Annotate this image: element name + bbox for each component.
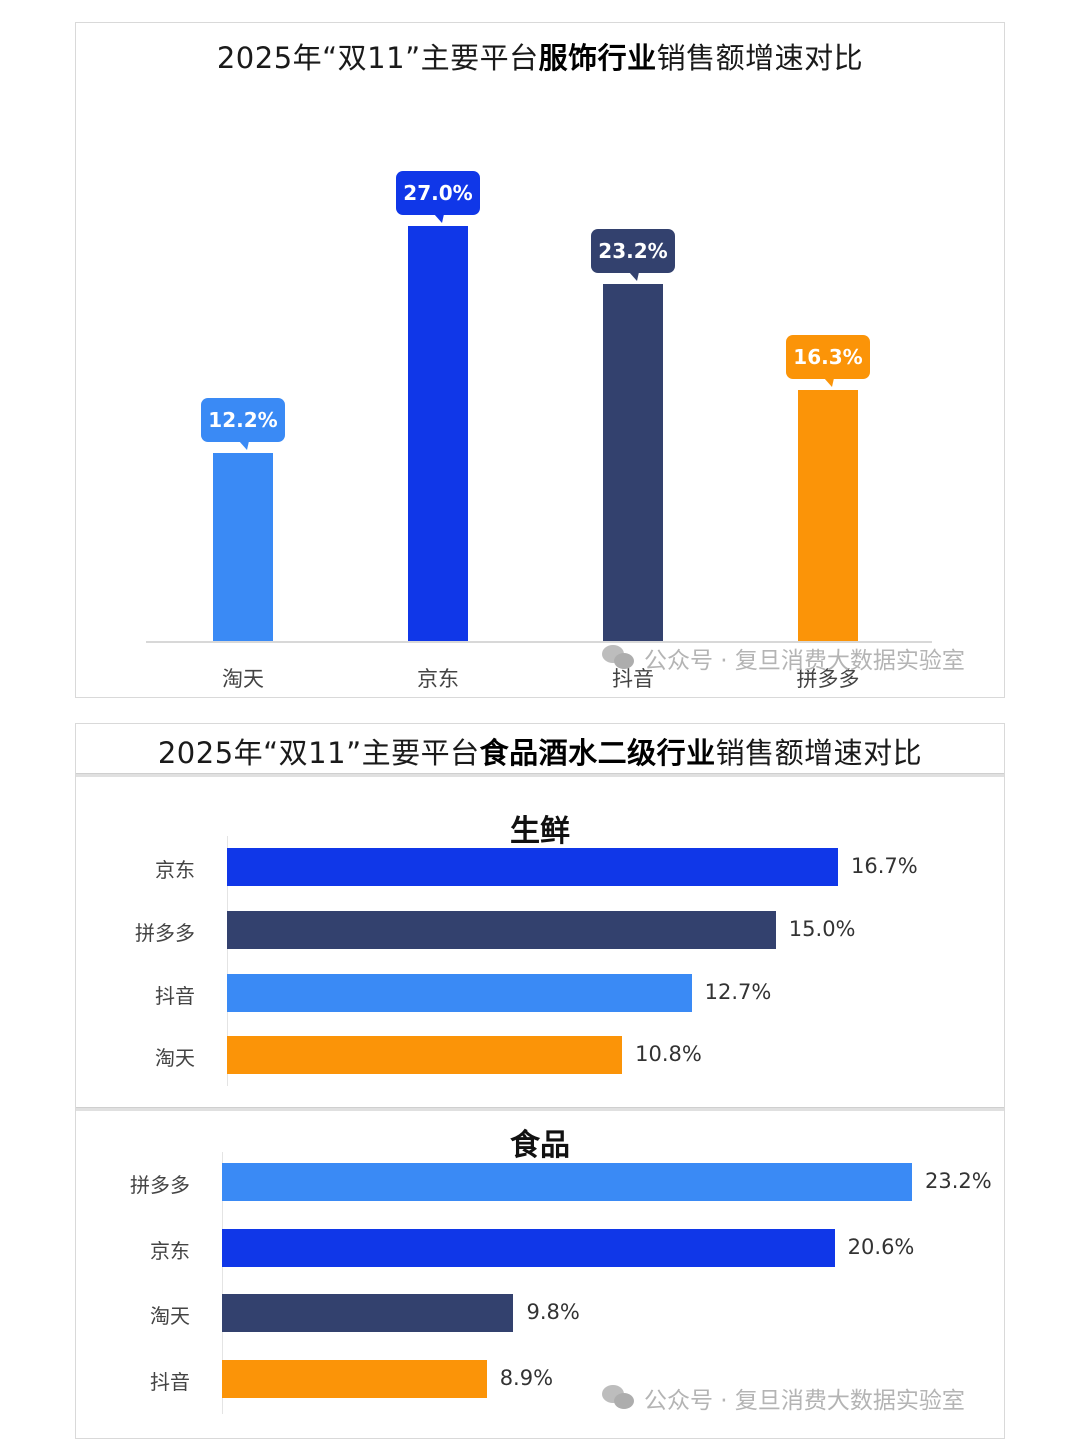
chart-title: 2025年“双11”主要平台食品酒水二级行业销售额增速对比 bbox=[157, 736, 923, 770]
category-label: 淘天 bbox=[155, 1046, 195, 1070]
y-axis-line bbox=[227, 836, 228, 1086]
category-label: 抖音 bbox=[612, 667, 654, 691]
bar-3 bbox=[798, 390, 858, 641]
category-label: 拼多多 bbox=[796, 667, 860, 691]
wechat-icon bbox=[602, 1385, 636, 1411]
bar bbox=[227, 848, 838, 886]
bar-2 bbox=[603, 284, 663, 641]
category-label: 拼多多 bbox=[130, 1173, 190, 1197]
watermark: 公众号 · 复旦消费大数据实验室 bbox=[602, 641, 965, 675]
value-label: 23.2% bbox=[925, 1169, 992, 1193]
divider bbox=[76, 1107, 1004, 1111]
value-label: 16.3% bbox=[786, 335, 870, 388]
category-label: 淘天 bbox=[150, 1304, 190, 1328]
category-label: 京东 bbox=[417, 667, 459, 691]
value-label: 23.2% bbox=[591, 229, 675, 282]
category-label: 京东 bbox=[155, 858, 195, 882]
bar bbox=[227, 911, 776, 949]
value-label: 12.2% bbox=[201, 398, 285, 451]
chart-title: 2025年“双11”主要平台服饰行业销售额增速对比 bbox=[216, 41, 864, 75]
category-label: 京东 bbox=[150, 1239, 190, 1263]
y-axis-line bbox=[222, 1152, 223, 1414]
value-label: 15.0% bbox=[788, 917, 856, 941]
value-label: 12.7% bbox=[704, 980, 772, 1004]
apparel-growth-chart: 2025年“双11”主要平台服饰行业销售额增速对比 12.2% 淘天 27.0% 京东… bbox=[75, 22, 1005, 698]
value-label: 8.9% bbox=[499, 1366, 554, 1390]
value-label: 20.6% bbox=[847, 1235, 915, 1259]
value-label: 9.8% bbox=[526, 1300, 580, 1324]
food-beverage-growth-chart: 2025年“双11”主要平台食品酒水二级行业销售额增速对比 生鲜 食品 京东 16… bbox=[75, 723, 1005, 1439]
category-label: 抖音 bbox=[155, 984, 195, 1008]
x-axis-line bbox=[146, 641, 932, 643]
bar bbox=[222, 1163, 912, 1201]
vertical-bar-plot: 12.2% 淘天 27.0% 京东 23.2% 抖音 16.3% 拼多多 bbox=[76, 23, 1006, 699]
bar bbox=[222, 1294, 514, 1332]
wechat-icon bbox=[602, 645, 636, 671]
watermark: 公众号 · 复旦消费大数据实验室 bbox=[602, 1381, 965, 1415]
subchart-title-food: 食品 bbox=[510, 1128, 570, 1163]
category-label: 淘天 bbox=[222, 667, 264, 691]
value-label: 10.8% bbox=[635, 1042, 702, 1066]
subchart-title-fresh: 生鲜 bbox=[510, 814, 570, 849]
bar bbox=[227, 1036, 623, 1074]
bar bbox=[222, 1360, 487, 1398]
bar bbox=[222, 1229, 835, 1267]
value-label: 27.0% bbox=[396, 171, 480, 223]
category-label: 拼多多 bbox=[135, 921, 195, 945]
value-label: 16.7% bbox=[851, 854, 918, 878]
category-label: 抖音 bbox=[150, 1370, 190, 1394]
bar-0 bbox=[213, 453, 273, 641]
bar bbox=[227, 974, 692, 1012]
divider bbox=[76, 773, 1004, 777]
bar-1 bbox=[408, 226, 468, 641]
